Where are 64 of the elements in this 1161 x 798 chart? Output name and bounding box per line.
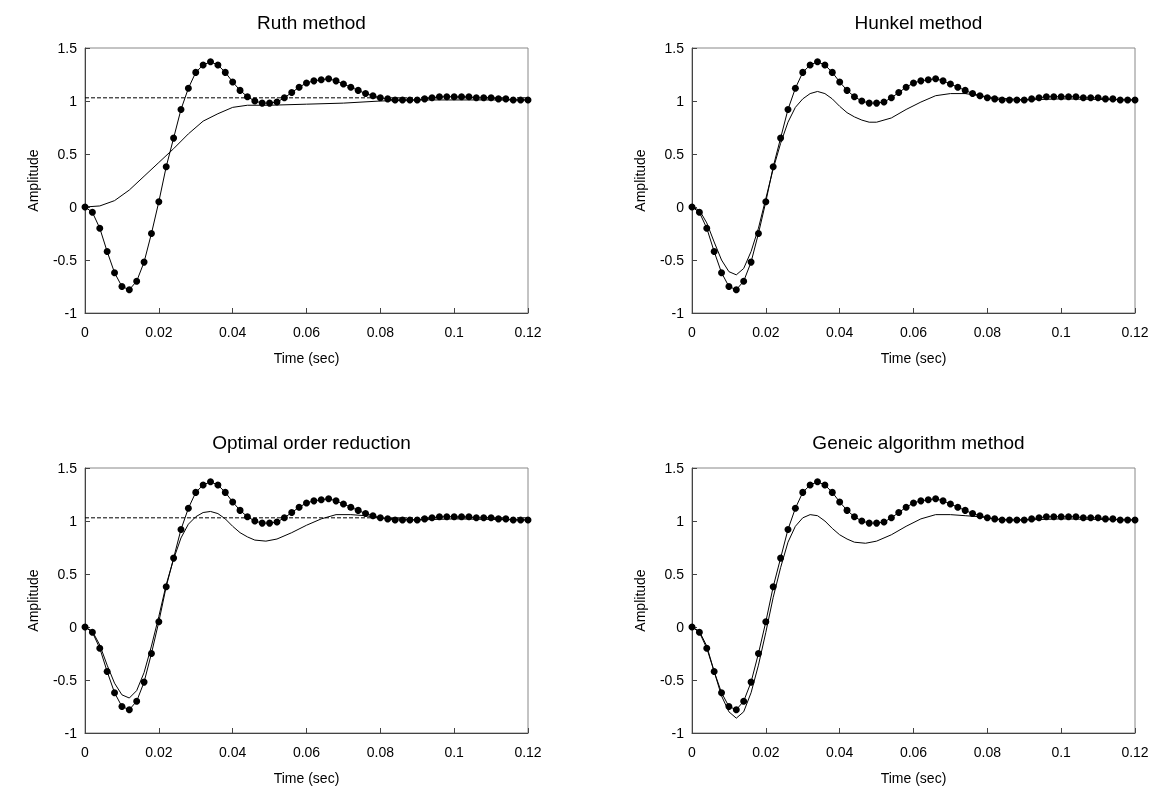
x-tick-label: 0 (81, 324, 90, 340)
x-tick-label: 0.12 (514, 324, 542, 340)
x-tick-label: 0.12 (1121, 744, 1149, 760)
y-tick-label: -0.5 (52, 252, 78, 268)
x-tick-label: 0.1 (444, 744, 465, 760)
y-tick-label: -1 (64, 305, 78, 321)
y-tick-label: 0.5 (664, 146, 685, 162)
x-tick-label: 0.06 (899, 324, 928, 340)
y-tick-label: 1 (69, 93, 78, 109)
x-tick-label: 0.1 (444, 324, 465, 340)
y-tick-label: -1 (671, 725, 685, 741)
y-tick-label: 0.5 (57, 566, 78, 582)
x-axis-title: Time (sec) (273, 770, 340, 786)
y-tick-label: 1 (69, 513, 78, 529)
x-tick-label: 0.02 (752, 324, 780, 340)
x-tick-label: 0 (81, 744, 90, 760)
y-tick-label: 1.5 (57, 40, 78, 56)
y-tick-label: -0.5 (659, 252, 685, 268)
x-tick-label: 0.04 (219, 324, 247, 340)
x-tick-label: 0.02 (752, 744, 780, 760)
x-tick-label: 0.08 (366, 744, 395, 760)
y-axis-title: Amplitude (25, 569, 41, 632)
chart-title: Ruth method (257, 12, 366, 33)
x-tick-label: 0.04 (826, 744, 854, 760)
y-tick-label: 0.5 (664, 566, 685, 582)
x-tick-label: 0.08 (973, 744, 1002, 760)
x-tick-label: 0.06 (292, 744, 321, 760)
y-tick-label: -1 (671, 305, 685, 321)
y-tick-label: -0.5 (52, 672, 78, 688)
x-tick-label: 0.12 (514, 744, 542, 760)
x-axis-title: Time (sec) (880, 350, 947, 366)
y-tick-label: 0 (676, 619, 685, 635)
y-axis-title: Amplitude (25, 149, 41, 212)
y-tick-label: 1 (676, 93, 685, 109)
x-tick-label: 0 (688, 324, 697, 340)
y-axis-title: Amplitude (632, 149, 648, 212)
y-tick-label: 0 (69, 619, 78, 635)
x-axis-title: Time (sec) (880, 770, 947, 786)
y-tick-label: 1 (676, 513, 685, 529)
x-tick-label: 0.08 (366, 324, 395, 340)
chart-title: Geneic algorithm method (812, 432, 1025, 453)
x-tick-label: 0 (688, 744, 697, 760)
y-tick-label: -0.5 (659, 672, 685, 688)
x-tick-label: 0.06 (899, 744, 928, 760)
x-tick-label: 0.04 (219, 744, 247, 760)
y-tick-label: 0 (676, 199, 685, 215)
x-tick-label: 0.1 (1051, 324, 1072, 340)
y-tick-label: -1 (64, 725, 78, 741)
x-tick-label: 0.02 (145, 744, 173, 760)
x-tick-label: 0.04 (826, 324, 854, 340)
y-tick-label: 1.5 (57, 460, 78, 476)
chart-title: Optimal order reduction (212, 432, 411, 453)
x-tick-label: 0.06 (292, 324, 321, 340)
y-tick-label: 1.5 (664, 460, 685, 476)
x-tick-label: 0.1 (1051, 744, 1072, 760)
y-tick-label: 1.5 (664, 40, 685, 56)
x-axis-title: Time (sec) (273, 350, 340, 366)
y-tick-label: 0.5 (57, 146, 78, 162)
chart-title: Hunkel method (854, 12, 983, 33)
y-axis-title: Amplitude (632, 569, 648, 632)
x-tick-label: 0.08 (973, 324, 1002, 340)
x-tick-label: 0.12 (1121, 324, 1149, 340)
x-tick-label: 0.02 (145, 324, 173, 340)
y-tick-label: 0 (69, 199, 78, 215)
